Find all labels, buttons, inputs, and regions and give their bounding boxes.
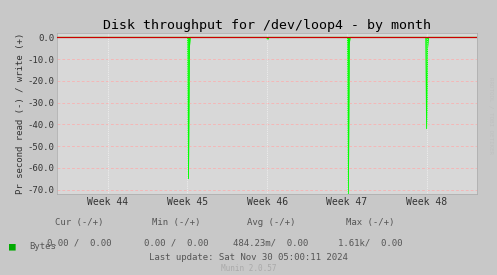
- Text: Munin 2.0.57: Munin 2.0.57: [221, 264, 276, 273]
- Text: Avg (-/+): Avg (-/+): [247, 218, 295, 227]
- Text: Last update: Sat Nov 30 05:00:11 2024: Last update: Sat Nov 30 05:00:11 2024: [149, 253, 348, 262]
- Text: RRDTOOL / TOBI OETIKER: RRDTOOL / TOBI OETIKER: [489, 77, 494, 154]
- Text: 484.23m/  0.00: 484.23m/ 0.00: [233, 238, 309, 248]
- Text: Min (-/+): Min (-/+): [152, 218, 201, 227]
- Text: Bytes: Bytes: [29, 242, 56, 251]
- Text: Cur (-/+): Cur (-/+): [55, 218, 104, 227]
- Y-axis label: Pr second read (-) / write (+): Pr second read (-) / write (+): [16, 33, 25, 194]
- Title: Disk throughput for /dev/loop4 - by month: Disk throughput for /dev/loop4 - by mont…: [103, 19, 431, 32]
- Text: Max (-/+): Max (-/+): [346, 218, 395, 227]
- Text: 0.00 /  0.00: 0.00 / 0.00: [47, 238, 112, 248]
- Text: 0.00 /  0.00: 0.00 / 0.00: [144, 238, 209, 248]
- Text: ■: ■: [9, 241, 16, 251]
- Text: 1.61k/  0.00: 1.61k/ 0.00: [338, 238, 403, 248]
